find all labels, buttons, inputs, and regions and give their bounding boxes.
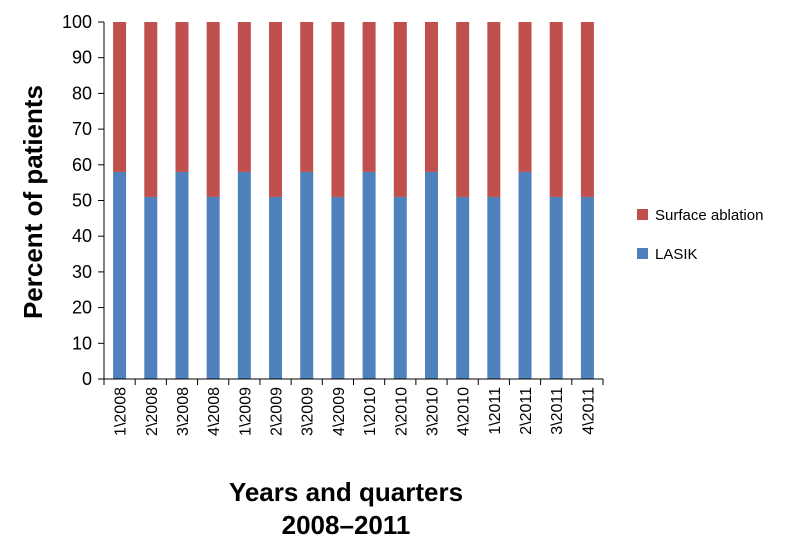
bar-surface-ablation-10	[393, 22, 407, 197]
x-tick-label-4: 4\2008	[206, 387, 223, 436]
bar-surface-ablation-1	[113, 22, 127, 172]
bar-lasik-11	[424, 171, 438, 379]
bar-lasik-6	[269, 196, 283, 379]
legend-label-lasik: LASIK	[655, 246, 698, 263]
x-tick-label-11: 3\2010	[424, 387, 441, 436]
bar-lasik-12	[456, 196, 470, 379]
x-tick-label-7: 3\2009	[300, 387, 317, 436]
axes-layer	[98, 21, 604, 385]
y-axis-title: Percent of patients	[18, 85, 48, 319]
x-tick-label-5: 1\2009	[237, 387, 254, 436]
bar-lasik-1	[113, 171, 127, 379]
y-tick-label-20: 20	[72, 298, 92, 318]
bars-layer	[113, 22, 594, 379]
y-tick-label-100: 100	[62, 12, 92, 32]
y-tick-label-70: 70	[72, 119, 92, 139]
y-tick-label-80: 80	[72, 83, 92, 103]
y-tick-label-10: 10	[72, 333, 92, 353]
bar-lasik-9	[362, 171, 376, 379]
x-tick-label-9: 1\2010	[362, 387, 379, 436]
x-axis-title-line-2: 2008–2011	[282, 510, 411, 540]
x-tick-label-10: 2\2010	[393, 387, 410, 436]
bar-surface-ablation-4	[206, 22, 220, 197]
bar-surface-ablation-16	[580, 22, 594, 197]
x-tick-label-16: 4\2011	[580, 387, 597, 435]
y-tick-label-90: 90	[72, 48, 92, 68]
bar-surface-ablation-12	[456, 22, 470, 197]
x-tick-label-8: 4\2009	[331, 387, 348, 436]
legend-swatch-surface-ablation	[637, 209, 648, 220]
bar-lasik-2	[144, 196, 158, 379]
bar-surface-ablation-15	[549, 22, 563, 197]
x-tick-label-6: 2\2009	[269, 387, 286, 436]
y-tick-label-30: 30	[72, 262, 92, 282]
bar-surface-ablation-2	[144, 22, 158, 197]
bar-lasik-16	[580, 196, 594, 379]
bar-lasik-7	[300, 171, 314, 379]
bar-surface-ablation-6	[269, 22, 283, 197]
labels-layer: 0 10 20 30 40 50 60 70 80 90 100 1\2008 2\2008 3\2008…	[62, 12, 597, 436]
y-tick-label-0: 0	[82, 369, 92, 389]
bar-lasik-13	[487, 196, 501, 379]
bar-lasik-4	[206, 196, 220, 379]
bar-surface-ablation-7	[300, 22, 314, 172]
y-tick-label-60: 60	[72, 155, 92, 175]
x-tick-label-3: 3\2008	[175, 387, 192, 436]
x-axis-title-line-1: Years and quarters	[229, 477, 463, 507]
bar-lasik-3	[175, 171, 189, 379]
legend: Surface ablation LASIK	[637, 207, 763, 263]
x-tick-label-15: 3\2011	[549, 387, 566, 435]
bar-lasik-8	[331, 196, 345, 379]
x-tick-label-12: 4\2010	[456, 387, 473, 436]
legend-label-surface-ablation: Surface ablation	[655, 207, 763, 224]
bar-surface-ablation-14	[518, 22, 532, 172]
bar-surface-ablation-5	[237, 22, 251, 172]
bar-lasik-5	[237, 171, 251, 379]
legend-swatch-lasik	[637, 248, 648, 259]
bar-lasik-15	[549, 196, 563, 379]
bar-surface-ablation-13	[487, 22, 501, 197]
bar-lasik-14	[518, 171, 532, 379]
x-tick-label-1: 1\2008	[113, 387, 130, 436]
x-tick-label-14: 2\2011	[518, 387, 535, 435]
bar-surface-ablation-8	[331, 22, 345, 197]
x-tick-label-2: 2\2008	[144, 387, 161, 436]
bar-surface-ablation-9	[362, 22, 376, 172]
x-tick-label-13: 1\2011	[487, 387, 504, 435]
bar-surface-ablation-11	[424, 22, 438, 172]
y-tick-label-40: 40	[72, 226, 92, 246]
bar-surface-ablation-3	[175, 22, 189, 172]
bar-lasik-10	[393, 196, 407, 379]
y-tick-label-50: 50	[72, 191, 92, 211]
